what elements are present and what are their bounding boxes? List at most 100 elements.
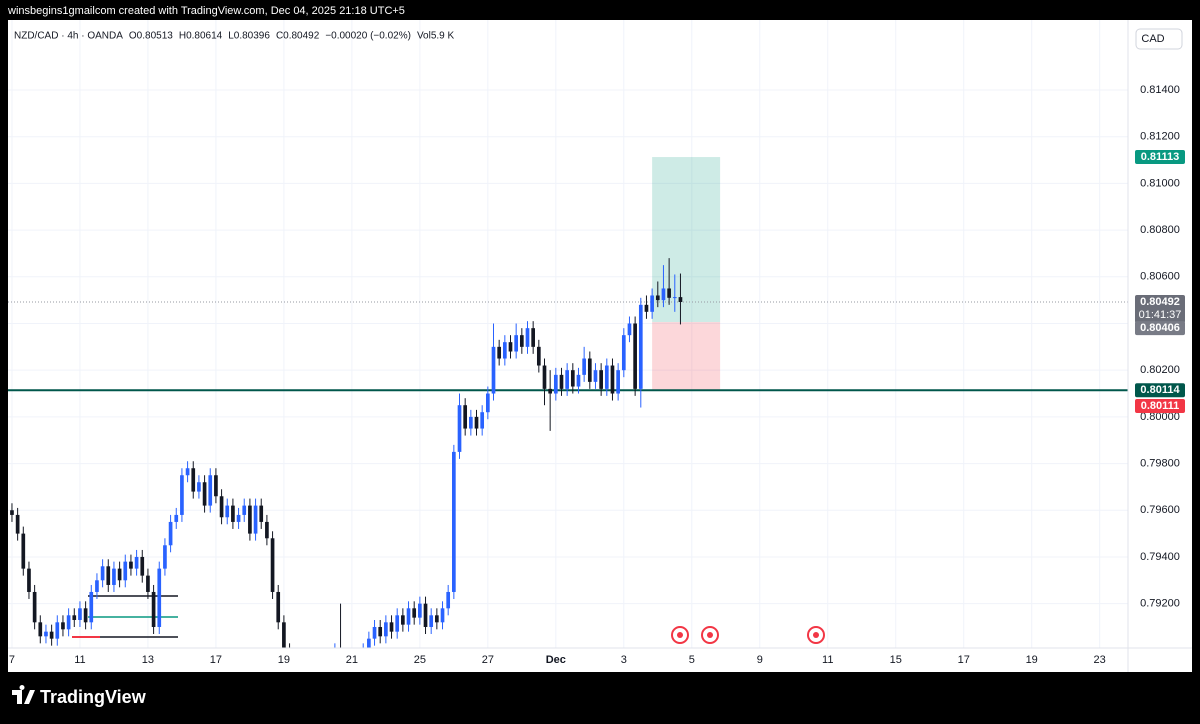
x-tick-label: 7 — [9, 654, 15, 666]
stop-badge-label: 0.80111 — [1141, 400, 1180, 412]
y-tick-label: 0.79600 — [1140, 504, 1180, 516]
candle-body — [32, 591, 37, 623]
chart-area — [8, 20, 1192, 672]
events — [671, 626, 825, 644]
y-tick-label: 0.80200 — [1140, 364, 1180, 376]
candle-body — [440, 608, 445, 623]
candle-body — [650, 295, 654, 312]
candle-body — [661, 288, 666, 301]
candle-body — [389, 622, 394, 632]
x-tick-label: 27 — [482, 654, 494, 666]
credit: winsbegins1gmailcom created with Trading… — [7, 5, 405, 17]
y-tick-label: 0.79200 — [1140, 598, 1180, 610]
countdown: 01:41:37 — [1139, 309, 1182, 321]
candle-body — [519, 335, 524, 347]
candle-body — [146, 575, 150, 592]
candle-body — [202, 482, 207, 506]
candle-body — [208, 475, 213, 506]
x-tick-label: 11 — [74, 654, 85, 666]
y-tick-label: 0.79800 — [1140, 457, 1180, 469]
candle-body — [638, 304, 643, 389]
candle-body — [78, 608, 82, 620]
candle-body — [15, 514, 20, 534]
candle-body — [49, 631, 54, 639]
candle-body — [678, 297, 683, 303]
legend-item: NZD/CAD · 4h · OANDA — [14, 31, 123, 42]
y-tick-label: 0.79400 — [1140, 551, 1180, 563]
candle-body — [565, 370, 569, 389]
candle-body — [140, 556, 145, 576]
candle-body — [10, 510, 14, 515]
logo-mark — [12, 684, 35, 704]
candle-body — [89, 591, 94, 623]
candle-body — [372, 626, 377, 639]
candle-body — [225, 505, 230, 518]
candle-body — [548, 388, 552, 394]
last-price-badge — [1135, 295, 1185, 324]
candle-body — [599, 370, 603, 389]
candle-body — [66, 615, 71, 630]
candle-body — [474, 416, 479, 429]
candle-body — [185, 468, 190, 476]
candle-body — [384, 622, 388, 637]
candle-body — [117, 568, 122, 581]
y-tick-label: 0.81200 — [1140, 131, 1180, 143]
candle-body — [457, 405, 462, 452]
candle-body — [259, 505, 264, 522]
candle-body — [542, 365, 547, 389]
candle-body — [423, 603, 428, 627]
plot — [8, 157, 1128, 648]
candle-body — [106, 566, 111, 585]
candle-body — [378, 626, 383, 637]
candle-body — [531, 328, 536, 347]
legend-item: C0.80492 — [276, 31, 320, 42]
candle-body — [508, 342, 513, 352]
candle-body — [672, 297, 677, 299]
candle-body — [72, 615, 77, 620]
candle-body — [452, 451, 456, 592]
candle-body — [502, 342, 507, 359]
x-tick-label: 15 — [890, 654, 902, 666]
candle-body — [214, 475, 218, 497]
y-tick-label: 0.81400 — [1140, 84, 1180, 96]
y-tick-label: 0.80800 — [1140, 224, 1180, 236]
candle-body — [412, 608, 417, 618]
x-tick-label: 25 — [414, 654, 426, 666]
candle-body — [112, 568, 116, 585]
candle-body — [231, 505, 235, 522]
x-tick-label: 13 — [142, 654, 154, 666]
y-tick-label: 0.80600 — [1140, 271, 1180, 283]
candle-body — [655, 295, 660, 301]
event-dot — [707, 632, 713, 638]
candle-body — [553, 374, 558, 394]
candle-body — [253, 505, 258, 534]
currency-button[interactable] — [1135, 28, 1183, 50]
x-tick-label: Dec — [546, 654, 566, 666]
candle-body — [497, 346, 502, 359]
last-price-label: 0.80492 — [1140, 296, 1180, 308]
candle-body — [576, 374, 581, 387]
candle-body — [593, 370, 598, 382]
candle-body — [587, 358, 592, 382]
candle-body — [61, 622, 65, 630]
candle-body — [157, 568, 162, 627]
candle-body — [248, 505, 252, 534]
candle-body — [163, 545, 167, 569]
candle-body — [480, 412, 485, 429]
candle-body — [265, 521, 269, 539]
y-tick-label: 0.81000 — [1140, 177, 1180, 189]
candle-body — [667, 288, 671, 298]
x-tick-label: 9 — [757, 654, 763, 666]
candle-body — [180, 475, 184, 515]
x-tick-label: 21 — [346, 654, 358, 666]
candle-body — [616, 370, 620, 394]
candle-body — [21, 533, 26, 569]
x-tick-label: 17 — [210, 654, 222, 666]
candle-body — [469, 416, 473, 429]
candle-body — [151, 591, 156, 627]
x-tick-label: 23 — [1094, 654, 1106, 666]
brand-logo — [12, 684, 35, 704]
candle-body — [270, 538, 275, 592]
candle-body — [604, 365, 609, 389]
